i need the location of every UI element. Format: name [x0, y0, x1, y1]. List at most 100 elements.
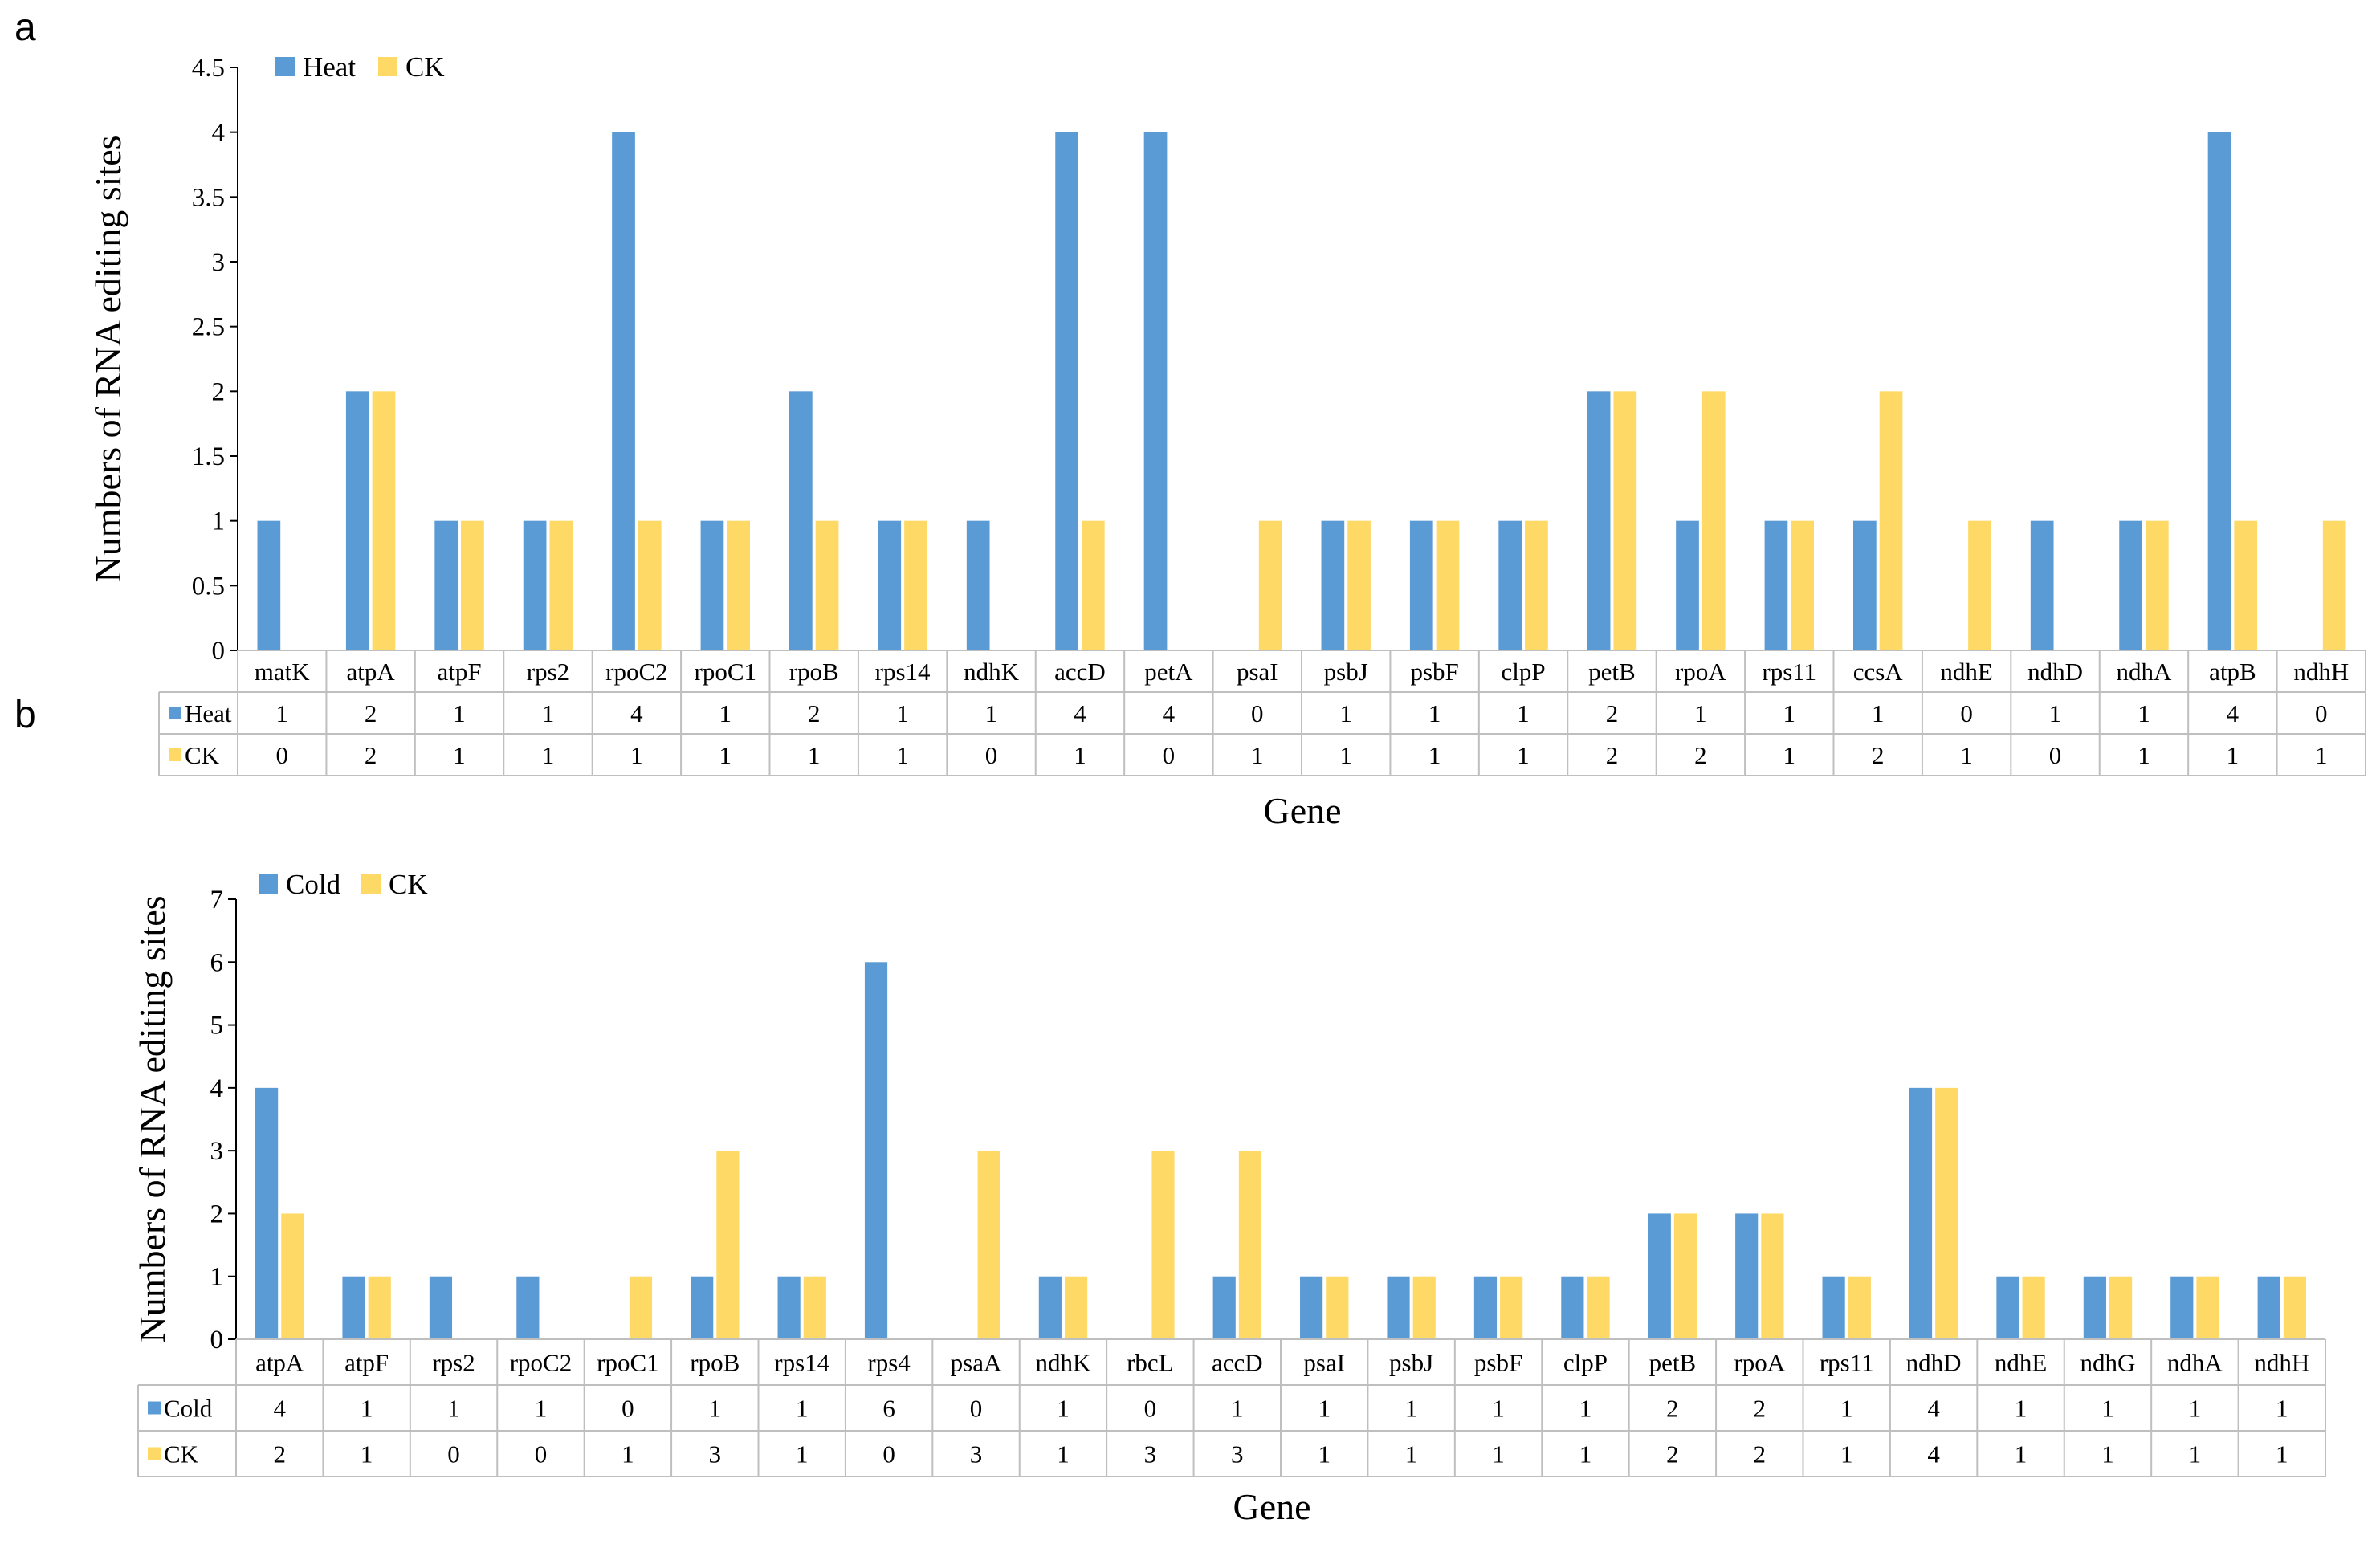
cell-value: 0: [1960, 699, 1973, 727]
row-key-ck: [169, 748, 181, 761]
y-tick-label: 3: [210, 1137, 224, 1166]
category-label: rbcL: [1127, 1349, 1174, 1377]
legend-label: Cold: [286, 869, 341, 900]
cell-value: 1: [896, 699, 909, 727]
cell-value: 0: [2049, 741, 2062, 769]
bar-ck: [1151, 1151, 1175, 1339]
bar-heat: [2207, 132, 2231, 650]
cell-value: 2: [1694, 741, 1707, 769]
cell-value: 1: [796, 1395, 809, 1423]
bar-ck: [727, 520, 750, 650]
category-label: rps11: [1762, 658, 1816, 686]
bar-ck: [2109, 1276, 2133, 1339]
cell-value: 0: [535, 1440, 548, 1469]
cell-value: 3: [709, 1440, 722, 1469]
category-label: atpF: [437, 658, 481, 686]
bar-ck: [1968, 520, 1991, 650]
category-label: atpA: [255, 1349, 304, 1377]
bar-cold: [429, 1276, 453, 1339]
bar-ck: [716, 1151, 740, 1339]
cell-value: 1: [2227, 741, 2239, 769]
category-label: rpoC1: [695, 658, 757, 686]
cell-value: 1: [453, 741, 466, 769]
bar-cold: [1561, 1276, 1584, 1339]
cell-value: 1: [542, 699, 555, 727]
bar-heat: [1853, 520, 1877, 650]
row-label: CK: [185, 741, 220, 769]
category-label: accD: [1054, 658, 1106, 686]
y-tick-label: 4.5: [192, 54, 225, 83]
bar-cold: [2257, 1276, 2280, 1339]
legend-swatch-cold: [259, 874, 278, 894]
bar-ck: [815, 520, 839, 650]
cell-value: 0: [2315, 699, 2328, 727]
cell-value: 1: [542, 741, 555, 769]
panel-letter-b: b: [14, 694, 36, 736]
bar-cold: [1473, 1276, 1498, 1339]
category-label: atpB: [2209, 658, 2256, 686]
cell-value: 4: [1927, 1395, 1940, 1423]
cell-value: 1: [453, 699, 466, 727]
bar-heat: [1498, 520, 1522, 650]
y-tick-label: 3.5: [192, 183, 225, 212]
bar-ck: [1673, 1213, 1697, 1339]
bar-cold: [691, 1276, 714, 1339]
legend-label: CK: [405, 51, 445, 83]
row-key-ck: [148, 1447, 161, 1460]
cell-value: 1: [2276, 1395, 2288, 1423]
bar-heat: [789, 391, 813, 650]
category-label: rps2: [527, 658, 569, 686]
cell-value: 1: [2015, 1440, 2027, 1469]
bar-ck: [1587, 1276, 1610, 1339]
cell-value: 1: [2101, 1440, 2114, 1469]
bar-ck: [1761, 1213, 1784, 1339]
bar-ck: [1347, 520, 1371, 650]
cell-value: 4: [630, 699, 643, 727]
cell-value: 1: [447, 1395, 460, 1423]
bar-cold: [1648, 1213, 1671, 1339]
category-label: psbF: [1474, 1349, 1522, 1377]
cell-value: 3: [1144, 1440, 1157, 1469]
cell-value: 0: [985, 741, 998, 769]
category-label: clpP: [1501, 658, 1545, 686]
bar-cold: [1300, 1276, 1323, 1339]
bar-cold: [1996, 1276, 2019, 1339]
bar-heat: [1764, 520, 1788, 650]
cell-value: 2: [1666, 1395, 1679, 1423]
bar-ck: [461, 520, 484, 650]
bar-ck: [2283, 1276, 2306, 1339]
chart-cold: 0 1 2 3 4 5 6 7 atpA atpF rps2 rpoC2 rpoC1 rpoB rps14 r…: [132, 869, 2326, 1527]
y-axis-title: Numbers of RNA editing sites: [88, 135, 128, 582]
cell-value: 1: [1405, 1440, 1418, 1469]
category-label: rpoC1: [597, 1349, 659, 1377]
cell-value: 2: [808, 699, 821, 727]
bar-ck: [372, 391, 396, 650]
cell-value: 1: [1339, 699, 1352, 727]
category-label: psaI: [1303, 1349, 1345, 1377]
row-label: Heat: [185, 699, 232, 727]
category-label: ndhK: [964, 658, 1020, 686]
category-label: ccsA: [1853, 658, 1904, 686]
y-tick-label: 4: [212, 119, 226, 148]
cell-value: 1: [1579, 1395, 1592, 1423]
cell-value: 2: [365, 699, 377, 727]
bar-cold: [1822, 1276, 1845, 1339]
bar-cold: [1735, 1213, 1759, 1339]
category-label: rps11: [1820, 1349, 1874, 1377]
bar-ck: [904, 520, 927, 650]
bar-ck: [2234, 520, 2258, 650]
bar-cold: [2170, 1276, 2194, 1339]
cell-value: 1: [2015, 1395, 2027, 1423]
bar-cold: [516, 1276, 540, 1339]
bar-ck: [1791, 520, 1814, 650]
cell-value: 3: [970, 1440, 983, 1469]
row-label: Cold: [164, 1395, 213, 1423]
bar-ck: [1935, 1087, 1958, 1339]
panel-letter-a: a: [14, 6, 36, 49]
y-tick-label: 0: [212, 637, 226, 666]
cell-value: 1: [896, 741, 909, 769]
cell-value: 1: [1339, 741, 1352, 769]
cell-value: 1: [796, 1440, 809, 1469]
y-tick-label: 5: [210, 1012, 224, 1041]
